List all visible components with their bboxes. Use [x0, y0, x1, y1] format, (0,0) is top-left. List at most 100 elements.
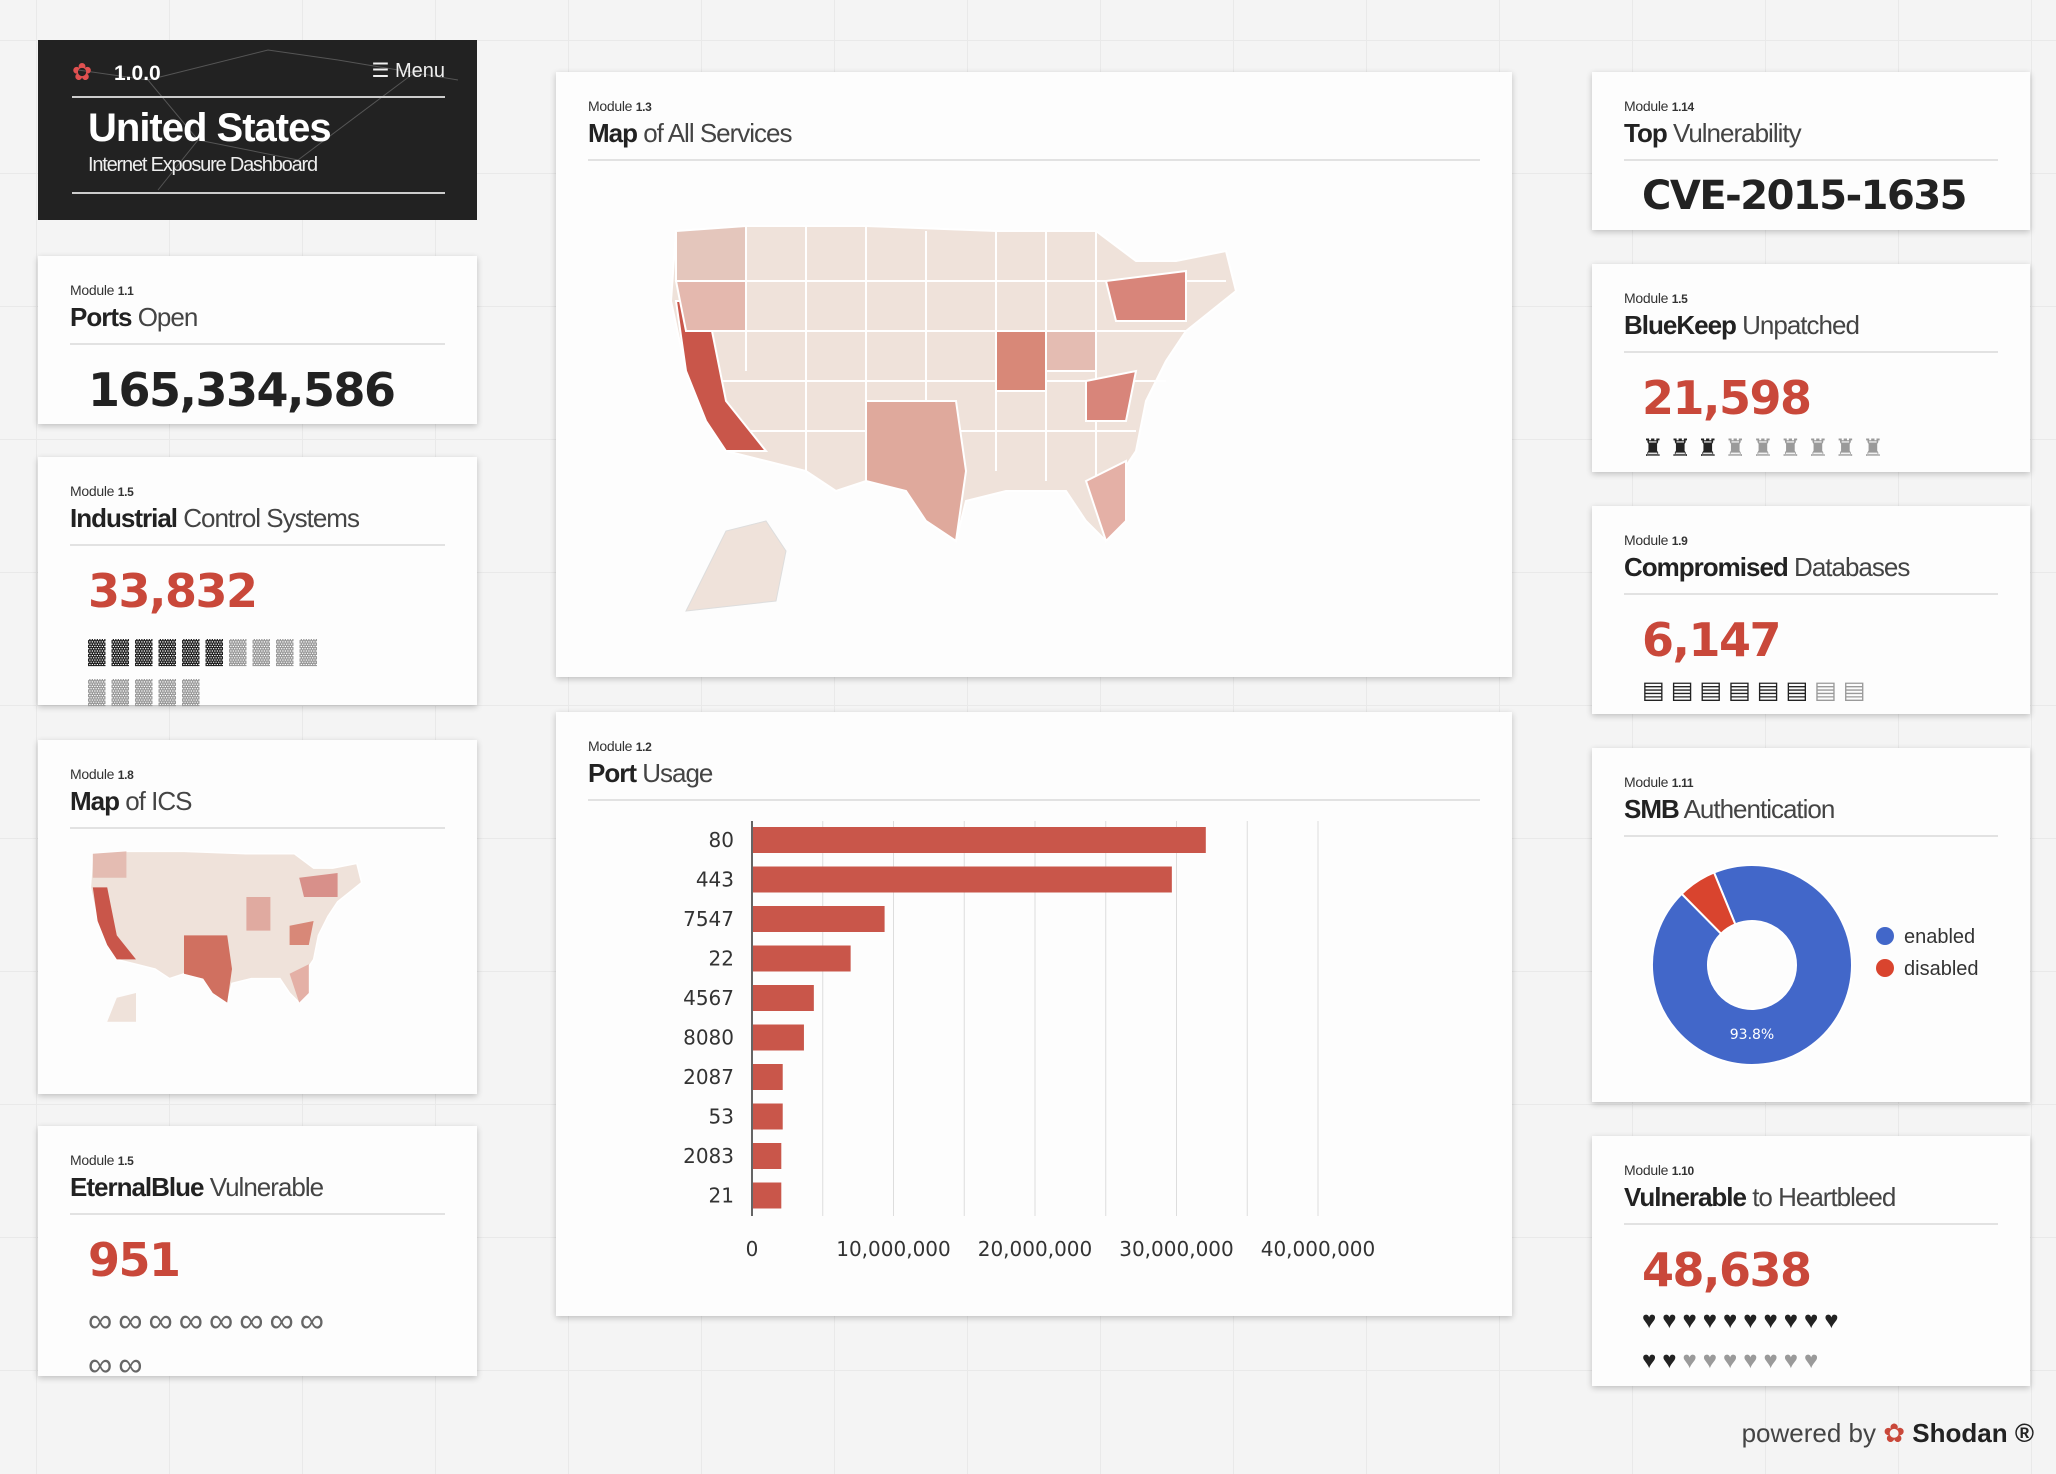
category-label: 53 [709, 1105, 734, 1129]
top-vulnerability-card: Module 1.14 Top Vulnerability CVE-2015-1… [1592, 72, 2030, 230]
factory-icon: ▓ [135, 638, 159, 665]
rook-icon: ♜ [1642, 435, 1670, 462]
bar [753, 1143, 782, 1169]
rook-icon: ♜ [1697, 435, 1725, 462]
factory-icon: ▓ [182, 678, 206, 705]
module-label: Module 1.5 [70, 1152, 134, 1168]
port-usage-bar-chart: 80 443 7547 22 4567 8080 2087 53 2083 21 0 10,000,0… [683, 821, 1375, 1261]
module-label: Module 1.10 [1624, 1162, 1694, 1178]
infinity-icon: ∞ [88, 1346, 119, 1384]
card-title: Industrial Control Systems [70, 503, 360, 533]
module-label: Module 1.11 [1624, 774, 1694, 790]
divider [72, 96, 445, 98]
x-tick-label: 30,000,000 [1119, 1237, 1234, 1261]
menu-button[interactable]: ☰ Menu [371, 58, 445, 83]
powered-by: powered by ✿ Shodan ® [1742, 1418, 2034, 1449]
divider [72, 192, 445, 194]
category-label: 21 [709, 1184, 734, 1208]
infinity-icon: ∞ [118, 1346, 149, 1384]
factory-icon: ▓ [229, 638, 253, 665]
menu-label: Menu [394, 60, 445, 82]
us-map-large [669, 224, 1238, 612]
factory-icon: ▓ [182, 638, 206, 665]
heart-icon-row: ♥♥♥♥♥♥♥♥♥♥ ♥♥♥♥♥♥♥♥♥ [1642, 1301, 2030, 1381]
module-label: Module 1.9 [1624, 532, 1688, 548]
legend-swatch [1876, 959, 1894, 977]
bar [753, 1182, 782, 1209]
pie-slice-enabled [1651, 864, 1853, 1066]
factory-icon: ▓ [111, 678, 135, 705]
database-icon: ▤ [1814, 677, 1843, 704]
bar [753, 1103, 783, 1130]
database-icon: ▤ [1756, 677, 1786, 704]
category-label: 4567 [683, 986, 734, 1010]
bar [753, 906, 885, 932]
rook-icon: ♜ [1807, 435, 1835, 462]
factory-icon: ▓ [205, 638, 229, 665]
bar [753, 1064, 783, 1090]
smb-donut-chart: 93.8% [1651, 864, 1853, 1066]
module-label: Module 1.5 [1624, 290, 1688, 306]
module-label: Module 1.1 [70, 282, 134, 298]
hamburger-icon: ☰ [371, 60, 390, 82]
shodan-logo-icon: ✿ [1883, 1418, 1906, 1448]
module-label: Module 1.2 [588, 738, 652, 754]
bar [753, 1024, 804, 1051]
bar [753, 866, 1172, 893]
infinity-icon: ∞ [148, 1302, 179, 1340]
page-subtitle: Internet Exposure Dashboard [88, 154, 318, 176]
shodan-brand[interactable]: Shodan ® [1912, 1418, 2034, 1448]
rook-icon: ♜ [1669, 435, 1698, 462]
heart-icon: ♥ [1682, 1307, 1703, 1334]
map-all-services-card: Module 1.3 Map of All Services [556, 72, 1512, 677]
heart-icon: ♥ [1763, 1307, 1784, 1334]
compromised-databases-card: Module 1.9 Compromised Databases 6,147 ▤… [1592, 506, 2030, 714]
ports-open-card: Module 1.1 Ports Open 165,334,586 [38, 256, 477, 424]
factory-icon: ▓ [299, 638, 323, 665]
factory-icon: ▓ [111, 638, 135, 665]
database-icon: ▤ [1699, 677, 1729, 704]
infinity-icon: ∞ [118, 1302, 149, 1340]
module-label: Module 1.5 [70, 483, 134, 499]
database-icon: ▤ [1728, 677, 1757, 704]
factory-icon: ▓ [135, 678, 159, 705]
database-icon: ▤ [1842, 677, 1872, 704]
infinity-icon-row: ∞∞∞∞∞∞∞∞ ∞∞ [88, 1301, 477, 1389]
infinity-icon: ∞ [88, 1302, 119, 1340]
bar [753, 945, 851, 972]
network-lines-decoration [77, 49, 459, 191]
module-label: Module 1.14 [1624, 98, 1694, 114]
database-icon: ▤ [1785, 677, 1815, 704]
compromised-databases-value: 6,147 [1642, 613, 1782, 667]
map-ics-card: Module 1.8 Map of ICS [38, 740, 477, 1094]
ports-open-value: 165,334,586 [88, 363, 396, 417]
module-label: Module 1.3 [588, 98, 652, 114]
legend-disabled: disabled [1876, 958, 1979, 981]
heart-icon: ♥ [1783, 1347, 1804, 1374]
factory-icon: ▓ [88, 678, 112, 705]
heart-icon: ♥ [1702, 1307, 1723, 1334]
heart-icon: ♥ [1824, 1307, 1845, 1334]
card-title: Compromised Databases [1624, 552, 1910, 582]
ics-card: Module 1.5 Industrial Control Systems 33… [38, 457, 477, 705]
smb-authentication-card: Module 1.11 SMB Authentication 93.8% ena… [1592, 748, 2030, 1102]
pie-slice-disabled [1680, 871, 1737, 936]
rook-icon: ♜ [1724, 435, 1753, 462]
category-label: 443 [696, 868, 734, 892]
factory-icon: ▓ [276, 638, 300, 665]
card-title: Map of All Services [588, 118, 793, 148]
page-title: United States [88, 106, 332, 150]
infinity-icon: ∞ [269, 1302, 300, 1340]
heart-icon: ♥ [1743, 1307, 1764, 1334]
us-map-small [89, 850, 363, 1022]
database-icon-row: ▤▤▤▤▤▤▤▤ [1642, 671, 2030, 711]
factory-icon-row: ▓▓▓▓▓▓▓▓▓▓ ▓▓▓▓▓ [88, 632, 477, 712]
heart-icon: ♥ [1783, 1307, 1804, 1334]
rook-icon-row: ♜♜♜♜♜♜♜♜♜ [1642, 429, 2030, 469]
card-title: Vulnerable to Heartbleed [1624, 1182, 1896, 1212]
category-label: 2083 [683, 1144, 734, 1168]
top-vulnerability-value: CVE-2015-1635 [1642, 173, 1968, 219]
eternalblue-value: 951 [88, 1233, 181, 1287]
category-label: 7547 [683, 907, 734, 931]
ics-choropleth-map [89, 850, 363, 1022]
